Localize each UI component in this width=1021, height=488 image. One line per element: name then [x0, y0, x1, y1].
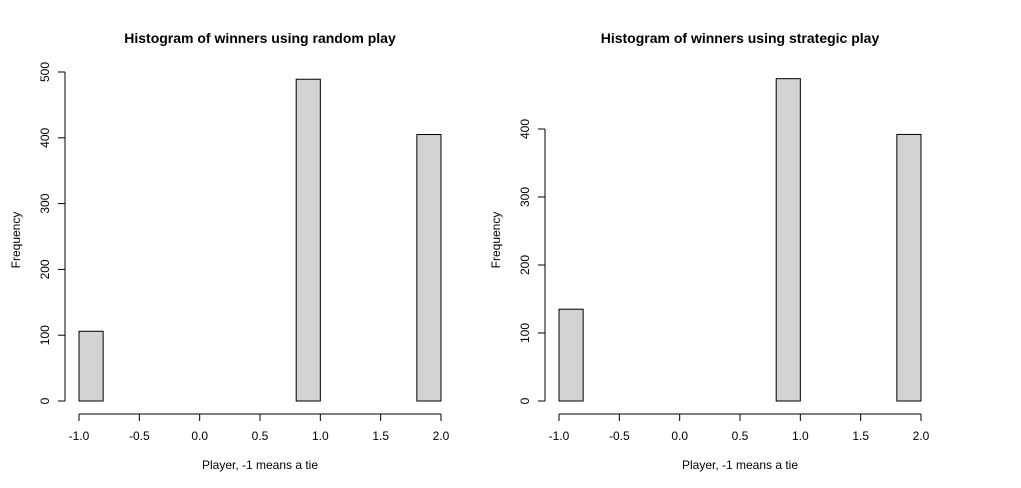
x-tick-label: -1.0 [69, 429, 90, 443]
y-tick-label: 400 [518, 119, 532, 139]
random-play-panel: Histogram of winners using random play P… [9, 30, 450, 472]
strategic-play-panel: Histogram of winners using strategic pla… [489, 30, 930, 472]
y-tick-label: 300 [518, 187, 532, 207]
x-tick-label: 0.0 [671, 429, 688, 443]
histogram-bar [416, 134, 442, 402]
y-tick-label: 100 [518, 323, 532, 343]
y-tick-label: 0 [38, 397, 52, 404]
x-tick-label: 1.5 [372, 429, 389, 443]
y-tick-label: 400 [38, 127, 52, 147]
x-axis-label: Player, -1 means a tie [202, 458, 318, 472]
histogram-bar [558, 308, 584, 402]
y-tick-label: 200 [38, 259, 52, 279]
y-tick-label: 100 [38, 325, 52, 345]
histogram-bar [78, 330, 104, 402]
histogram-bar [775, 78, 801, 402]
y-tick-label: 300 [38, 193, 52, 213]
y-axis-label: Frequency [9, 212, 23, 269]
x-tick-label: 1.0 [792, 429, 809, 443]
histogram-bar [295, 78, 321, 402]
x-tick-label: 2.0 [913, 429, 930, 443]
y-tick-label: 200 [518, 255, 532, 275]
chart-title: Histogram of winners using random play [124, 30, 396, 46]
x-axis-label: Player, -1 means a tie [682, 458, 798, 472]
x-tick-label: -1.0 [549, 429, 570, 443]
x-tick-label: 0.5 [252, 429, 269, 443]
x-tick-label: 0.5 [732, 429, 749, 443]
x-tick-label: -0.5 [609, 429, 630, 443]
y-tick-label: 500 [38, 62, 52, 82]
chart-title: Histogram of winners using strategic pla… [601, 30, 880, 46]
x-tick-label: 2.0 [433, 429, 450, 443]
histogram-bar [896, 133, 922, 402]
x-tick-label: 0.0 [191, 429, 208, 443]
y-tick-label: 0 [518, 397, 532, 404]
x-tick-label: 1.5 [852, 429, 869, 443]
x-tick-label: 1.0 [312, 429, 329, 443]
plot-area: -1.0 -0.5 0.0 0.5 1.0 1.5 2.0 0 100 200 300 400 [518, 78, 930, 443]
y-axis-label: Frequency [489, 212, 503, 269]
plot-area: -1.0 -0.5 0.0 0.5 1.0 1.5 2.0 0 100 200 300 400 500 [38, 62, 450, 443]
x-tick-label: -0.5 [129, 429, 150, 443]
